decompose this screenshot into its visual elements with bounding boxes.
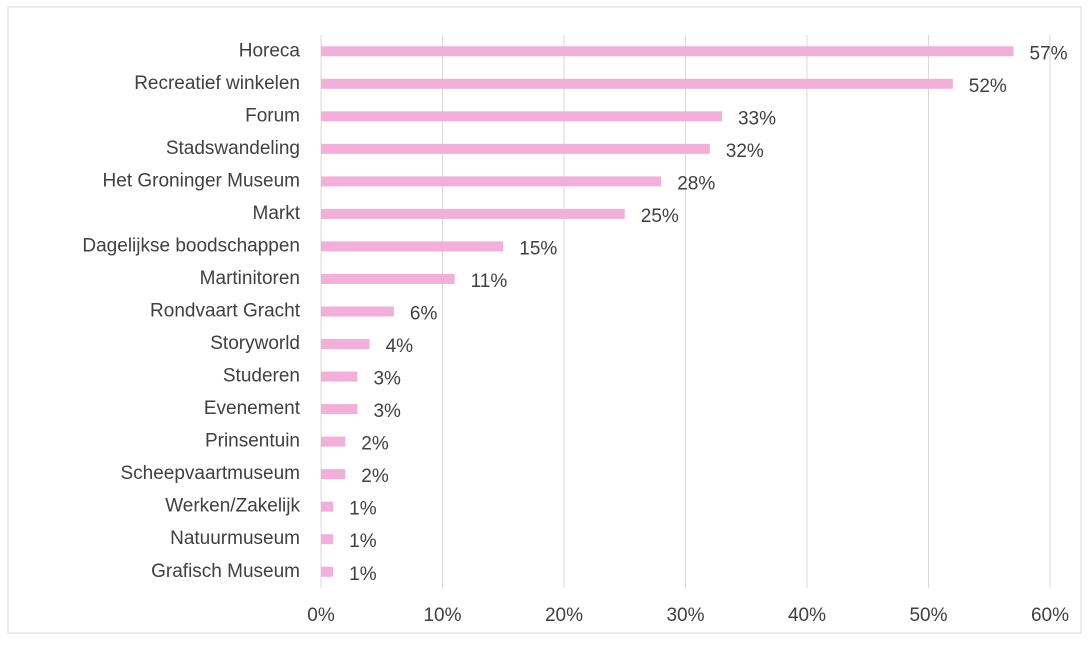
value-label: 2% [361, 466, 389, 487]
x-tick-label: 0% [307, 605, 335, 626]
value-label: 33% [738, 108, 776, 129]
bar [321, 143, 710, 154]
y-tick-label: Scheepvaartmuseum [120, 463, 300, 484]
y-tick-label: Martinitoren [200, 268, 300, 289]
value-label: 3% [373, 401, 401, 422]
value-label: 3% [373, 369, 401, 390]
bar [321, 371, 358, 382]
y-tick-label: Markt [253, 203, 301, 224]
value-label: 4% [386, 336, 414, 357]
bar [321, 469, 346, 480]
value-label: 11% [471, 271, 508, 292]
y-tick-label: Prinsentuin [205, 431, 300, 452]
bar [321, 111, 722, 122]
y-tick-label: Stadswandeling [166, 138, 300, 159]
bar [321, 78, 953, 89]
x-tick-label: 60% [1031, 605, 1069, 626]
y-tick-label: Evenement [204, 398, 301, 419]
x-tick-label: 50% [909, 605, 947, 626]
y-tick-label: Storyworld [210, 333, 300, 354]
y-tick-label: Forum [245, 105, 300, 126]
y-tick-label: Studeren [223, 366, 300, 387]
bar [321, 273, 455, 284]
value-label: 32% [726, 141, 764, 162]
value-label: 57% [1030, 43, 1068, 64]
bar [321, 176, 662, 187]
bar [321, 208, 625, 219]
y-tick-label: Natuurmuseum [170, 528, 300, 549]
value-label: 1% [349, 564, 377, 585]
y-tick-label: Grafisch Museum [151, 561, 300, 582]
value-label: 1% [349, 531, 377, 552]
value-label: 52% [969, 76, 1007, 97]
value-label: 1% [349, 499, 377, 520]
value-label: 2% [361, 434, 389, 455]
bar [321, 46, 1014, 57]
bar [321, 501, 334, 512]
bar [321, 436, 346, 447]
x-tick-label: 20% [545, 605, 583, 626]
bar [321, 339, 370, 350]
bar [321, 534, 334, 545]
y-tick-label: Dagelijkse boodschappen [82, 235, 300, 256]
y-tick-label: Recreatief winkelen [134, 73, 300, 94]
value-label: 6% [410, 304, 438, 325]
y-tick-label: Horeca [239, 40, 301, 61]
y-tick-label: Het Groninger Museum [103, 170, 300, 191]
value-label: 25% [641, 206, 679, 227]
bar [321, 241, 504, 252]
x-tick-label: 40% [788, 605, 826, 626]
y-tick-label: Werken/Zakelijk [165, 496, 300, 517]
x-tick-label: 30% [666, 605, 704, 626]
bar [321, 566, 334, 577]
value-label: 15% [519, 238, 557, 259]
bar [321, 404, 358, 415]
value-label: 28% [677, 173, 715, 194]
y-tick-label: Rondvaart Gracht [150, 301, 301, 322]
x-tick-label: 10% [423, 605, 461, 626]
bar [321, 306, 394, 317]
